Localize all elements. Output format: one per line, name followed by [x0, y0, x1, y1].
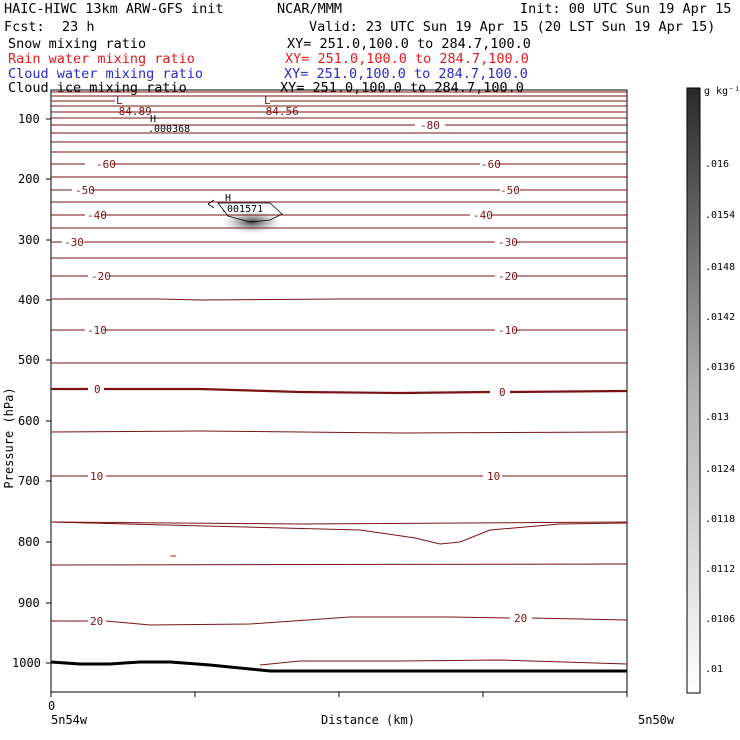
low-marker: L [264, 94, 271, 107]
y-tick-label: 100 [18, 112, 40, 126]
contour-label-left: -30 [64, 236, 84, 249]
y-tick-label: 900 [18, 596, 40, 610]
field-snow-xy: XY= 251.0,100.0 to 284.7,100.0 [287, 36, 531, 52]
contour-label-right: -40 [473, 209, 493, 222]
contour-label-left: 0 [94, 383, 101, 396]
contour-20 [51, 616, 628, 626]
init-time: Init: 00 UTC Sun 19 Apr 15 [520, 1, 732, 17]
contour-10-dip [50, 521, 628, 545]
cloud-ice-contour [207, 199, 283, 223]
y-tick-label: 800 [18, 535, 40, 549]
y-axis [46, 118, 51, 664]
x-tick-label: 0 [48, 699, 55, 713]
forecast-hours: 23 h [62, 19, 95, 35]
contour-label-left: -10 [87, 324, 107, 337]
contour-label-right: -10 [498, 324, 518, 337]
contour-label-right: -60 [481, 158, 501, 171]
field-rain-xy: XY= 251.0,100.0 to 284.7,100.0 [285, 51, 529, 67]
contour-lower [259, 659, 628, 666]
model-title: HAIC-HIWC 13km ARW-GFS init [4, 1, 224, 17]
contour-label-left: 20 [90, 615, 103, 628]
colorbar [686, 87, 701, 694]
colorbar-label: .01 [705, 664, 723, 675]
x-end-label: 5n50w [638, 713, 675, 727]
freezing-level-contour [51, 387, 628, 395]
valid-time: Valid: 23 UTC Sun 19 Apr 15 (20 LST Sun … [309, 19, 716, 35]
y-tick-label: 300 [18, 233, 40, 247]
colorbar-label: .013 [705, 412, 729, 423]
contour-label-left: -20 [91, 270, 111, 283]
contour-lines [50, 91, 628, 566]
colorbar-label: .0148 [705, 262, 735, 273]
field-rain-name: Rain water mixing ratio [8, 51, 195, 67]
x-start-label: 5n54w [51, 713, 88, 727]
field-cloudwater-xy: XY= 251.0,100.0 to 284.7,100.0 [284, 66, 528, 82]
high-marker: H [150, 114, 156, 125]
forecast-label: Fcst: [4, 19, 45, 35]
x-axis-label: Distance (km) [321, 713, 415, 727]
contour-label-left: -50 [75, 184, 95, 197]
colorbar-label: .0106 [705, 614, 735, 625]
contour-label-right: -20 [498, 270, 518, 283]
contour-label-right: 10 [487, 470, 500, 483]
contour-label-left: 10 [90, 470, 103, 483]
x-axis [50, 692, 628, 697]
terrain-line [50, 660, 627, 673]
y-tick-label: 200 [18, 172, 40, 186]
low-value: -84.56 [259, 105, 299, 118]
colorbar-label: .0154 [705, 210, 735, 221]
colorbar-label: .0136 [705, 362, 735, 373]
y-tick-label: 600 [18, 414, 40, 428]
contour-label-right: -30 [498, 236, 518, 249]
low-marker: L [116, 94, 123, 107]
colorbar-label: .0142 [705, 312, 735, 323]
contour-label-right: -80 [420, 119, 440, 132]
contour-label-right: -50 [500, 184, 520, 197]
colorbar-unit: g kg⁻¹ [704, 86, 740, 97]
y-tick-label: 500 [18, 353, 40, 367]
field-snow-name: Snow mixing ratio [8, 36, 147, 52]
contour-label-right: 20 [514, 612, 527, 625]
contour-label-right: 0 [499, 386, 506, 399]
y-tick-label: 1000 [12, 656, 41, 670]
y-axis-label: Pressure (hPa) [2, 387, 16, 488]
low-value: -84.89 [112, 105, 152, 118]
high-value: .001571 [221, 204, 263, 215]
field-cloudwater-name: Cloud water mixing ratio [8, 66, 204, 82]
high-value: .000368 [148, 124, 190, 135]
y-tick-label: 700 [18, 474, 40, 488]
colorbar-label: .0124 [705, 464, 735, 475]
high-marker: H [225, 193, 231, 204]
contour-label-left: -40 [87, 209, 107, 222]
center-label: NCAR/MMM [277, 1, 343, 17]
colorbar-label: .0112 [705, 564, 735, 575]
colorbar-label: .016 [705, 159, 729, 170]
contour-label-left: -60 [96, 158, 116, 171]
colorbar-label: .0118 [705, 514, 735, 525]
y-tick-label: 400 [18, 293, 40, 307]
